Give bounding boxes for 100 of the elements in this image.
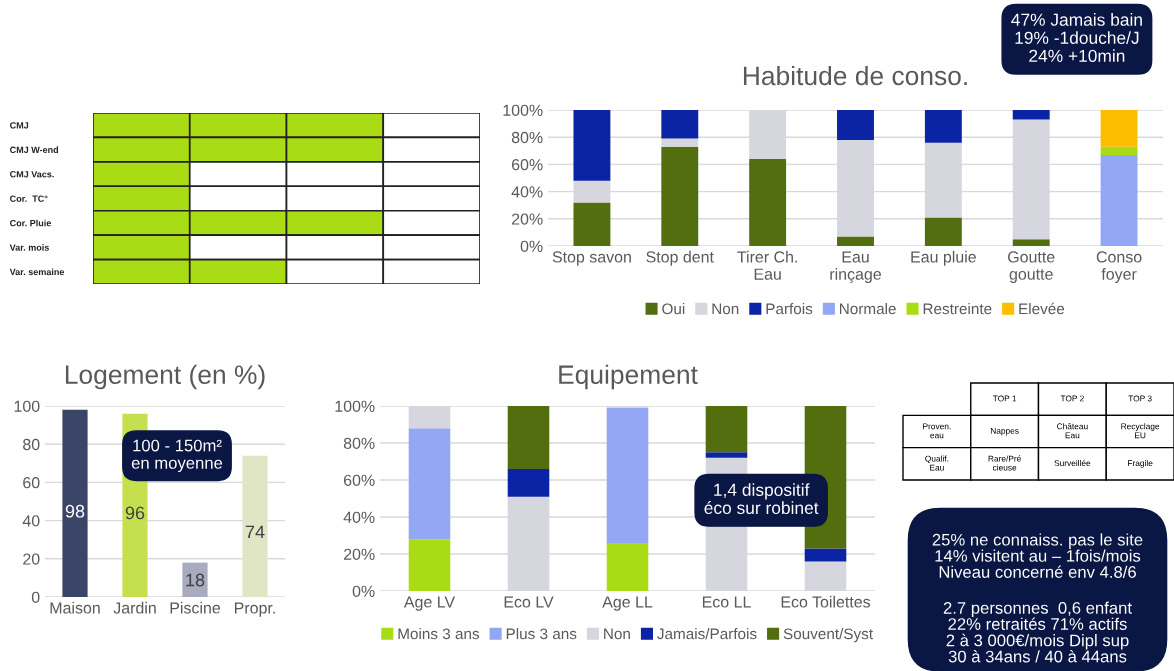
bar	[749, 158, 787, 246]
y-tick-label: 100%	[335, 400, 375, 412]
x-tick-label: Piscine	[170, 601, 221, 614]
category-label: Qualif. Eau	[925, 455, 949, 471]
bar	[182, 562, 208, 597]
y-tick-label: 20	[23, 553, 40, 565]
legend-label: Non	[604, 628, 630, 640]
legend-label: Souvent/Syst	[783, 628, 873, 643]
text: Recyclage EU	[1121, 423, 1160, 439]
bar	[837, 110, 874, 140]
annotation: 1,4 dispositif éco sur robinet	[704, 483, 819, 515]
legend-label: Jamais/Parfois	[657, 628, 757, 640]
bar	[573, 110, 611, 181]
x-tick-label: Age LL	[602, 596, 653, 611]
legend-label: Parfois	[766, 303, 813, 315]
bar	[924, 110, 962, 143]
y-tick-label: 0%	[520, 240, 543, 252]
bar	[1100, 146, 1138, 155]
y-tick-label: 60%	[511, 159, 543, 171]
bar	[705, 406, 748, 453]
y-tick-label: 0%	[352, 585, 375, 597]
data-label: 74	[245, 525, 265, 539]
legend-label: Normale	[840, 303, 896, 315]
legend-label: Plus 3 ans	[506, 628, 577, 640]
bar	[1012, 239, 1050, 246]
bar	[242, 455, 268, 597]
text: 47% Jamais bain 19% -1douche/J 24% +10min	[1011, 13, 1142, 63]
x-tick-label: Eau rinçage	[830, 251, 881, 284]
chart-title: Habitude de conso.	[743, 65, 967, 86]
y-tick-label: 40	[22, 515, 40, 527]
legend-label: Elevée	[1019, 302, 1065, 315]
y-tick-label: CMJ	[10, 122, 29, 129]
y-tick-label: Var. semaine	[9, 268, 65, 276]
bar	[661, 138, 699, 147]
bar	[62, 409, 88, 597]
x-tick-label: Maison	[50, 601, 100, 614]
x-tick-label: Eco LL	[702, 596, 751, 608]
y-tick-label: 100%	[503, 104, 543, 116]
text: Château Eau	[1057, 423, 1088, 439]
text: 2.7 personnes 0,6 enfant 22% retraités 71% actifs 2 à 3 000€/mois Dipl sup 30 à 34ans / 40 à 44ans	[943, 601, 1132, 663]
data-label: 96	[125, 506, 145, 520]
chart-title: Logement (en %)	[65, 364, 265, 390]
bar	[507, 468, 550, 497]
y-tick-label: 40%	[343, 511, 375, 523]
bar	[1100, 110, 1138, 147]
x-tick-label: Tirer Ch. Eau	[737, 250, 797, 280]
bar	[837, 236, 874, 246]
text: 25% ne connaiss. pas le site 14% visitent au – 1fois/mois Niveau concerné env 4.8/6	[932, 533, 1143, 578]
y-tick-label: 100	[14, 400, 40, 412]
category-label: TOP 1	[992, 395, 1017, 402]
x-tick-label: Stop savon	[552, 251, 631, 266]
text: Fragile	[1128, 459, 1153, 468]
chart-title: Equipement	[559, 364, 698, 390]
y-tick-label: Cor. TC°	[10, 195, 48, 202]
bar	[705, 452, 748, 458]
y-tick-label: 0	[31, 591, 40, 603]
y-tick-label: 20%	[511, 213, 543, 225]
x-tick-label: Conso foyer	[1096, 251, 1142, 283]
legend-label: Moins 3 ans	[398, 628, 480, 640]
bar	[606, 407, 649, 543]
y-tick-label: 60	[23, 477, 40, 489]
x-tick-label: Propr.	[235, 602, 275, 617]
y-tick-label: 80%	[511, 131, 543, 144]
x-tick-label: Stop dent	[646, 250, 714, 266]
category-label: TOP 3	[1128, 395, 1152, 402]
data-label: 18	[186, 573, 205, 587]
y-tick-label: 80	[23, 438, 40, 451]
y-tick-label: 80%	[343, 437, 375, 449]
y-tick-label: Cor. Pluie	[10, 219, 51, 227]
y-tick-label: CMJ Vacs.	[10, 171, 54, 178]
legend-label: Non	[712, 303, 739, 315]
legend-label: Oui	[662, 303, 685, 315]
y-tick-label: CMJ W-end	[10, 146, 59, 153]
text: Nappes	[990, 427, 1019, 436]
bar	[661, 146, 699, 246]
bar	[924, 217, 962, 246]
annotation: 100 - 150m² en moyenne	[131, 439, 223, 473]
bar	[507, 406, 550, 469]
category-label: Proven. eau	[923, 423, 951, 439]
bar	[408, 539, 451, 591]
x-tick-label: Jardin	[113, 601, 156, 614]
y-tick-label: 40%	[511, 186, 543, 198]
y-tick-label: Var. mois	[9, 244, 49, 251]
y-tick-label: 60%	[343, 474, 375, 486]
x-tick-label: Eau pluie	[911, 250, 976, 266]
bar	[804, 548, 847, 562]
data-label: 98	[65, 504, 85, 518]
bar	[661, 110, 699, 139]
x-tick-label: Age LV	[403, 596, 456, 611]
bar	[1012, 110, 1050, 120]
text: Rare/Pré cieuse	[988, 455, 1021, 471]
x-tick-label: Eco Toilettes	[781, 595, 871, 608]
bar	[606, 542, 649, 591]
y-tick-label: 20%	[343, 548, 375, 560]
category-label: TOP 2	[1060, 395, 1084, 402]
x-tick-label: Eco LV	[504, 596, 554, 608]
x-tick-label: Goutte goutte	[1008, 251, 1055, 283]
bar	[573, 202, 611, 246]
bar	[1100, 154, 1138, 246]
bar	[408, 428, 451, 540]
